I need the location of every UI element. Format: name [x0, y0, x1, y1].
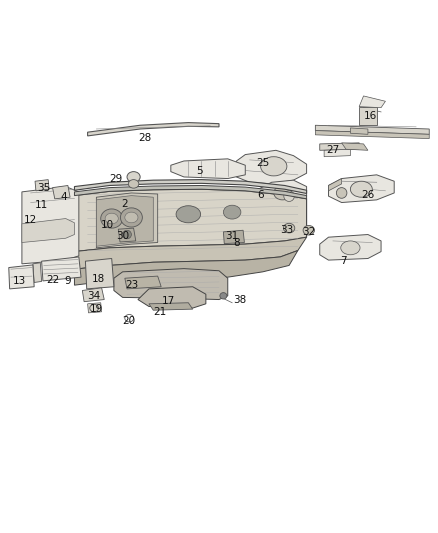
Polygon shape: [125, 276, 161, 289]
Polygon shape: [88, 303, 102, 313]
Ellipse shape: [220, 293, 227, 299]
Text: 19: 19: [90, 304, 103, 314]
Polygon shape: [350, 128, 368, 134]
Ellipse shape: [284, 191, 294, 201]
Polygon shape: [82, 288, 104, 302]
Text: 16: 16: [364, 111, 377, 121]
Polygon shape: [171, 159, 245, 179]
Polygon shape: [232, 150, 307, 184]
Ellipse shape: [120, 208, 142, 227]
Ellipse shape: [128, 180, 139, 188]
Text: 25: 25: [256, 158, 269, 167]
Text: 28: 28: [138, 133, 151, 142]
Text: 38: 38: [233, 295, 247, 305]
Polygon shape: [74, 251, 298, 285]
Polygon shape: [74, 189, 307, 252]
Ellipse shape: [261, 157, 287, 176]
Polygon shape: [223, 230, 244, 244]
Polygon shape: [320, 143, 359, 150]
Polygon shape: [328, 179, 342, 191]
Polygon shape: [35, 180, 49, 191]
Polygon shape: [149, 303, 193, 310]
Text: 21: 21: [153, 307, 166, 317]
Text: 32: 32: [302, 227, 315, 237]
Text: 26: 26: [361, 190, 374, 199]
Ellipse shape: [303, 225, 314, 235]
Text: 7: 7: [340, 256, 347, 266]
Text: 20: 20: [123, 317, 136, 326]
Ellipse shape: [223, 205, 241, 219]
Ellipse shape: [105, 213, 118, 224]
Polygon shape: [74, 237, 307, 269]
Text: 22: 22: [46, 275, 59, 285]
Polygon shape: [53, 185, 70, 199]
Text: 13: 13: [13, 277, 26, 286]
Polygon shape: [315, 125, 429, 134]
Ellipse shape: [176, 206, 201, 223]
Polygon shape: [114, 269, 228, 300]
Polygon shape: [359, 107, 377, 125]
Polygon shape: [22, 187, 79, 264]
Polygon shape: [42, 257, 81, 281]
Text: 4: 4: [60, 192, 67, 202]
Polygon shape: [324, 149, 350, 157]
Polygon shape: [320, 235, 381, 260]
Polygon shape: [315, 131, 429, 139]
Text: 17: 17: [162, 296, 175, 306]
Text: 33: 33: [280, 225, 293, 235]
Text: 11: 11: [35, 200, 48, 210]
Polygon shape: [328, 175, 394, 203]
Polygon shape: [258, 180, 307, 205]
Text: 34: 34: [88, 291, 101, 301]
Ellipse shape: [341, 241, 360, 255]
Polygon shape: [9, 265, 34, 289]
Ellipse shape: [127, 172, 140, 182]
Text: 23: 23: [125, 280, 138, 290]
Ellipse shape: [283, 223, 295, 233]
Polygon shape: [138, 287, 206, 308]
Text: 29: 29: [110, 174, 123, 183]
Ellipse shape: [336, 188, 347, 198]
Polygon shape: [74, 185, 307, 199]
Polygon shape: [118, 228, 136, 242]
Text: 10: 10: [101, 221, 114, 230]
Text: 6: 6: [257, 190, 264, 199]
Text: 12: 12: [24, 215, 37, 224]
Text: 27: 27: [326, 146, 339, 155]
Text: 5: 5: [196, 166, 203, 175]
Polygon shape: [96, 193, 158, 248]
Text: 8: 8: [233, 238, 240, 247]
Polygon shape: [74, 180, 307, 193]
Ellipse shape: [274, 186, 291, 200]
Polygon shape: [33, 263, 42, 282]
Ellipse shape: [350, 181, 372, 197]
Text: 2: 2: [121, 199, 128, 208]
Text: 18: 18: [92, 274, 105, 284]
Text: 35: 35: [37, 183, 50, 193]
Ellipse shape: [125, 212, 138, 223]
Polygon shape: [88, 123, 219, 136]
Polygon shape: [359, 96, 385, 108]
Ellipse shape: [101, 209, 123, 228]
Text: 30: 30: [116, 231, 129, 240]
Ellipse shape: [123, 230, 131, 239]
Polygon shape: [22, 219, 74, 243]
Polygon shape: [342, 143, 368, 150]
Text: 31: 31: [226, 231, 239, 240]
Polygon shape: [96, 196, 153, 246]
Text: 9: 9: [64, 277, 71, 286]
Polygon shape: [85, 259, 114, 289]
